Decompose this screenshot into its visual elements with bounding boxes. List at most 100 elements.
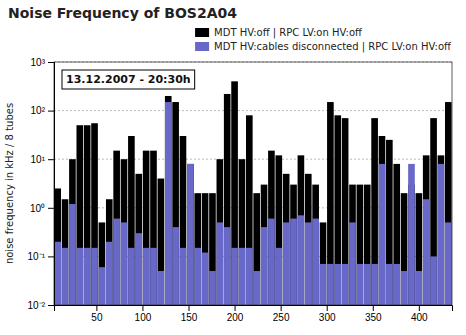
bar <box>231 81 238 305</box>
y-tick-mark <box>48 208 54 209</box>
y-tick-label: 10⁰ <box>30 203 45 214</box>
bar <box>342 118 349 305</box>
bar <box>298 215 305 305</box>
bar <box>379 164 386 305</box>
bar <box>305 174 312 305</box>
bar <box>393 264 400 305</box>
bar <box>150 248 157 305</box>
legend-swatch <box>195 28 209 37</box>
legend-label: MDT HV:off | RPC LV:on HV:off <box>214 27 363 39</box>
bar <box>349 222 356 305</box>
x-tick: 50 <box>91 305 103 323</box>
bar <box>84 248 91 305</box>
x-tick: 400 <box>411 305 428 323</box>
x-tick-label: 300 <box>319 312 336 323</box>
y-tick: 10² <box>31 105 54 116</box>
y-tick-mark <box>48 62 54 63</box>
bar <box>290 219 297 305</box>
bar <box>320 264 327 305</box>
legend-entry: MDT HV:off | RPC LV:on HV:off <box>195 27 363 39</box>
bar <box>84 125 91 305</box>
grid-line <box>54 110 452 111</box>
x-tick-label: 50 <box>91 312 103 323</box>
y-tick-mark <box>48 256 54 257</box>
bar <box>246 248 253 305</box>
bar <box>99 222 106 305</box>
bar <box>202 253 209 305</box>
x-tick: 100 <box>135 305 152 323</box>
bar <box>283 222 290 305</box>
bar <box>172 227 179 305</box>
bar <box>194 248 201 305</box>
y-tick-mark <box>48 305 54 306</box>
legend-entry: MDT HV:cables disconnected | RPC LV:on H… <box>195 41 452 53</box>
bar <box>202 193 209 305</box>
y-axis-title: noise frequency in kHz / 8 tubes <box>4 103 15 264</box>
x-tick: 200 <box>227 305 244 323</box>
y-tick: 10⁰ <box>30 203 54 214</box>
title: Noise Frequency of BOS2A04 <box>8 5 237 21</box>
bar <box>357 185 364 305</box>
y-tick-label: 10² <box>31 105 46 116</box>
bar <box>261 227 268 305</box>
x-tick: 250 <box>273 305 290 323</box>
x-tick-label: 350 <box>365 312 382 323</box>
bar <box>128 136 135 305</box>
bar <box>69 159 76 305</box>
bar <box>334 264 341 305</box>
bar <box>165 96 172 305</box>
bar <box>275 248 282 305</box>
bar <box>423 155 430 305</box>
bar <box>69 204 76 305</box>
legend: MDT HV:off | RPC LV:on HV:off MDT HV:cabl… <box>195 27 452 53</box>
x-axis: 50 100 150 200 250 300 350 400 <box>55 305 453 323</box>
bar <box>290 185 297 305</box>
y-tick: 10³ <box>31 57 54 68</box>
bar <box>217 222 224 305</box>
x-tick: 350 <box>365 305 382 323</box>
bar <box>76 125 83 305</box>
bar <box>113 219 120 305</box>
bar <box>305 222 312 305</box>
bar <box>121 159 128 305</box>
bar <box>408 164 415 305</box>
bar <box>224 94 231 305</box>
bar <box>327 264 334 305</box>
x-tick-mark <box>96 305 97 311</box>
bar <box>209 193 216 305</box>
x-tick: 300 <box>319 305 336 323</box>
bar <box>268 219 275 305</box>
y-tick-label: 10³ <box>31 57 46 68</box>
bar <box>430 256 437 305</box>
bar <box>320 222 327 305</box>
x-tick: 150 <box>181 305 198 323</box>
bar <box>180 136 187 305</box>
bar <box>54 188 61 305</box>
bar <box>327 102 334 305</box>
y-tick-label: 10⁻¹ <box>28 251 46 262</box>
bar <box>239 159 246 305</box>
legend-swatch <box>195 42 209 51</box>
bar <box>401 271 408 305</box>
bar <box>143 151 150 305</box>
bar <box>224 227 231 305</box>
x-tick-label: 400 <box>411 312 428 323</box>
bar <box>371 118 378 305</box>
x-axis-line <box>55 306 453 312</box>
bar <box>187 164 194 305</box>
bar <box>261 185 268 305</box>
bar <box>283 174 290 305</box>
bar <box>312 185 319 305</box>
bar <box>106 199 113 305</box>
bar <box>312 219 319 305</box>
bar <box>349 185 356 305</box>
bar <box>239 248 246 305</box>
y-tick-mark <box>48 111 54 112</box>
bar-series <box>54 102 451 305</box>
bar <box>150 151 157 305</box>
x-tick-mark <box>373 305 374 311</box>
bar <box>379 136 386 305</box>
bar <box>430 118 437 305</box>
bar <box>106 242 113 305</box>
y-tick: 10¹ <box>31 154 54 165</box>
